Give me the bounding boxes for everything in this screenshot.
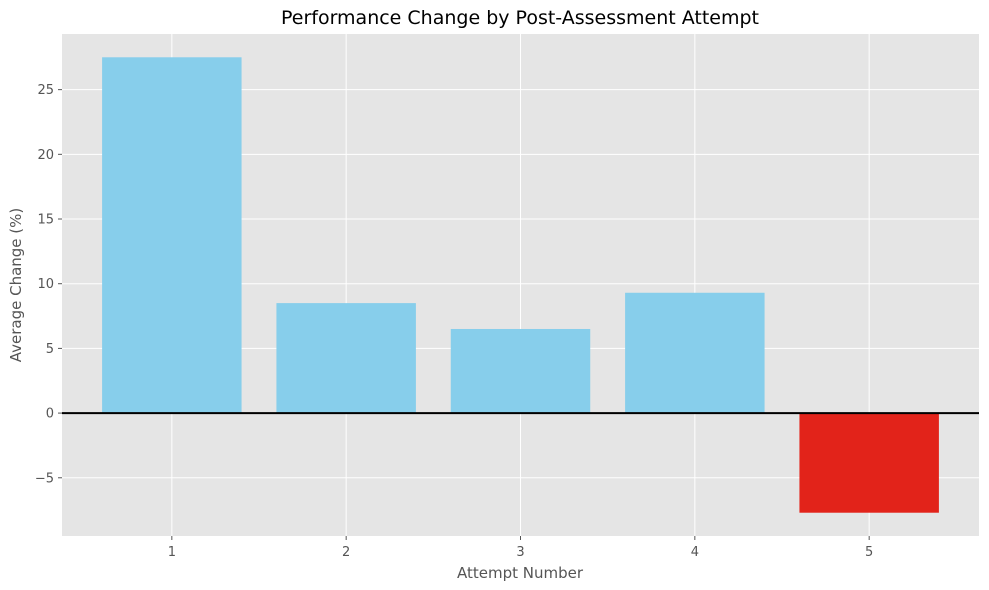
bars (102, 57, 939, 513)
y-axis-label: Average Change (%) (7, 208, 25, 363)
x-tick-label: 4 (691, 545, 699, 560)
x-tick-label: 1 (168, 545, 176, 560)
x-tick-label: 3 (516, 545, 524, 560)
y-tick-label: 20 (37, 148, 54, 163)
bar-attempt-2 (276, 303, 416, 414)
bar-attempt-4 (625, 292, 765, 414)
bar-attempt-1 (102, 57, 242, 414)
x-axis-ticks: 1 2 3 4 5 (168, 536, 873, 560)
bar-attempt-3 (450, 328, 591, 414)
y-tick-label: −5 (35, 471, 54, 486)
y-tick-label: 25 (37, 83, 54, 98)
chart-title: Performance Change by Post-Assessment At… (281, 7, 759, 29)
y-tick-label: 15 (37, 213, 54, 228)
x-tick-label: 2 (342, 545, 350, 560)
y-axis-ticks: −5 0 5 10 15 20 25 (35, 83, 62, 486)
x-tick-label: 5 (865, 545, 873, 560)
bar-attempt-5 (799, 413, 939, 513)
x-axis-label: Attempt Number (457, 564, 584, 582)
y-tick-label: 5 (46, 342, 54, 357)
y-tick-label: 0 (46, 407, 54, 422)
y-tick-label: 10 (37, 277, 54, 292)
